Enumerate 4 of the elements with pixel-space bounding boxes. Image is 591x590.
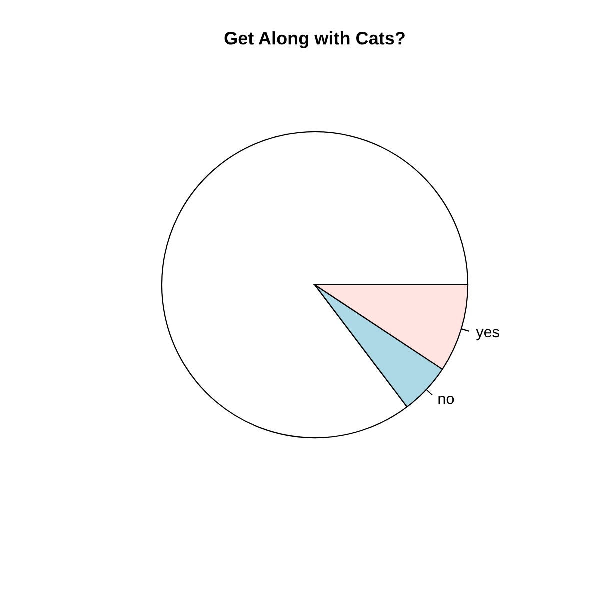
slice-label: no: [438, 396, 454, 404]
chart-title: Get Along with Cats?: [224, 32, 405, 48]
slice-label: yes: [476, 329, 500, 341]
pie-slice: [161, 131, 469, 439]
